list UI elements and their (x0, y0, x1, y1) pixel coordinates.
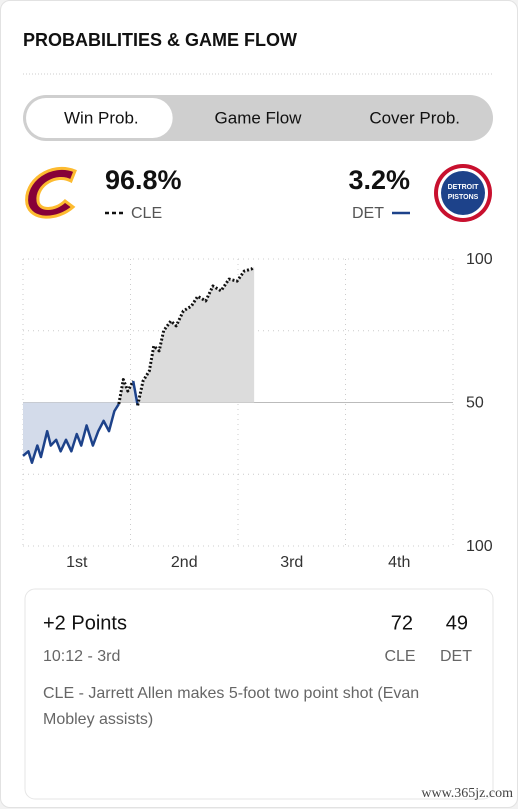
area-fill (23, 402, 119, 463)
x-tick-label: 2nd (171, 554, 198, 571)
win-prob-line (117, 378, 135, 405)
x-tick-label: 3rd (280, 554, 303, 571)
x-tick-label: 4th (388, 554, 410, 571)
tab[interactable]: Win Prob. (64, 108, 139, 127)
away-abbr: DET (352, 205, 384, 222)
score-team: CLE (384, 648, 415, 665)
win-prob-line (131, 380, 139, 406)
y-tick-label: 100 (466, 538, 493, 555)
home-abbr: CLE (131, 205, 162, 222)
logo-text: PISTONS (448, 194, 479, 201)
area-fill (118, 379, 134, 404)
watermark: www.365jz.com (421, 786, 513, 801)
score-team: DET (440, 648, 472, 665)
score: 49 (446, 612, 468, 634)
win-prob-line (136, 265, 256, 406)
away-pct: 3.2% (348, 165, 410, 195)
y-tick-label: 100 (466, 251, 493, 268)
home-pct: 96.8% (105, 165, 182, 195)
play-description: CLE - Jarrett Allen makes 5-foot two poi… (43, 685, 420, 728)
play-description-box: CLE - Jarrett Allen makes 5-foot two poi… (43, 685, 420, 728)
play-time: 10:12 - 3rd (43, 648, 120, 665)
title: PROBABILITIES & GAME FLOW (23, 30, 297, 50)
area-fill (137, 267, 255, 406)
cle-logo (25, 166, 77, 219)
x-tick-label: 1st (66, 554, 88, 571)
logo-text: DETROIT (448, 184, 479, 191)
win-prob-line (22, 403, 120, 465)
play-card (24, 588, 494, 800)
tab-active (26, 98, 173, 138)
score: 72 (391, 612, 413, 634)
tab[interactable]: Cover Prob. (369, 108, 460, 127)
det-logo: DETROIT PISTONS (434, 164, 492, 222)
play-title: +2 Points (43, 612, 127, 634)
y-tick-label: 50 (466, 395, 484, 412)
tab[interactable]: Game Flow (215, 108, 303, 127)
